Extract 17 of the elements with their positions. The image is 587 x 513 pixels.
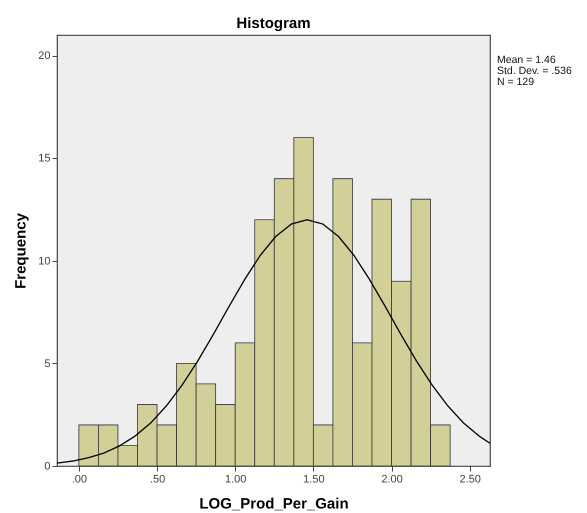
chart-title: Histogram: [236, 15, 311, 32]
y-tick-label: 15: [38, 152, 50, 165]
text: Mean = 1.46: [497, 54, 557, 66]
x-tick-label: .50: [150, 474, 166, 486]
y-tick-label: 0: [44, 460, 50, 472]
x-tick-label: .00: [72, 474, 88, 486]
x-tick-label: 2.00: [381, 474, 403, 486]
x-tick-label: 1.00: [224, 474, 246, 486]
y-tick-label: 10: [38, 255, 50, 268]
text: Std. Dev. = .536: [497, 65, 572, 77]
text: N = 129: [497, 76, 536, 88]
x-tick-label: 2.50: [459, 474, 481, 486]
x-axis-title: LOG_Prod_Per_Gain: [199, 496, 349, 512]
y-tick-label: 5: [44, 358, 50, 370]
y-axis-title: Frequency: [12, 212, 30, 289]
y-tick-label: 20: [38, 50, 50, 62]
x-tick-label: 1.50: [303, 474, 325, 486]
